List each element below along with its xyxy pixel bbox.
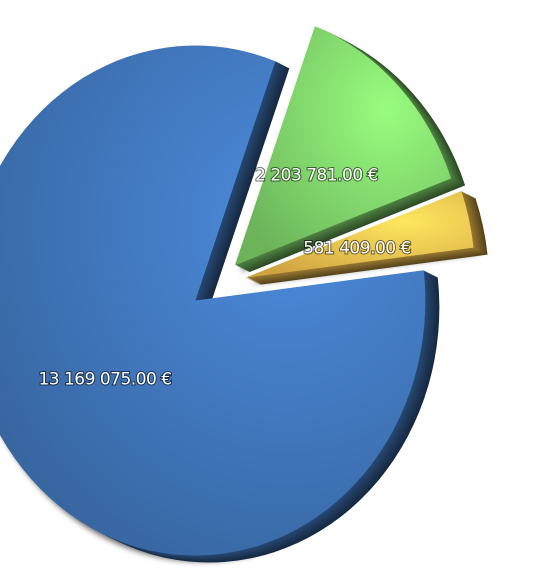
- data-label: 581 409.00 €: [303, 238, 411, 258]
- data-label: 2 203 781.00 €: [255, 165, 378, 185]
- pie-slice: [245, 190, 474, 278]
- data-label: 13 169 075.00 €: [38, 369, 171, 389]
- pie-slice: [234, 26, 452, 266]
- pie-slices: [0, 26, 474, 556]
- data-labels: 13 169 075.00 € 2 203 781.00 € 581 409.00 …: [37, 164, 412, 390]
- pie-slice: [0, 45, 426, 556]
